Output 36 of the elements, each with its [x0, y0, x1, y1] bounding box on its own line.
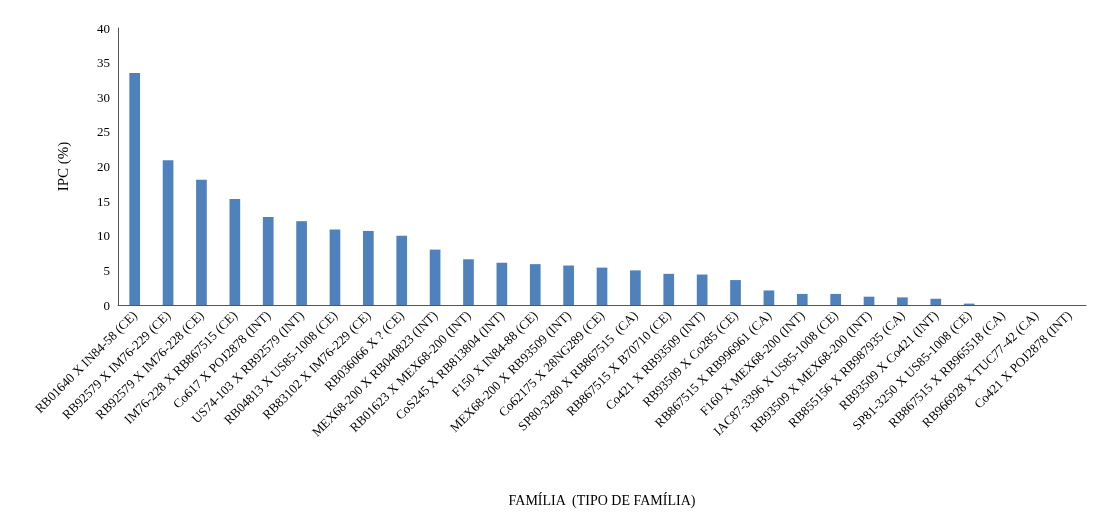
bar — [129, 73, 141, 305]
bar — [663, 273, 675, 305]
y-tick-label: 25 — [97, 124, 110, 140]
y-tick-label: 35 — [97, 55, 110, 71]
bar — [763, 290, 775, 305]
y-tick-label: 15 — [97, 193, 110, 209]
bar — [496, 262, 508, 305]
bar — [630, 270, 641, 305]
bar — [396, 235, 408, 305]
y-axis-title: IPC (%) — [54, 141, 72, 192]
y-tick-label: 10 — [97, 228, 110, 244]
bar — [563, 265, 574, 305]
bar — [930, 298, 942, 305]
bar — [463, 259, 474, 305]
bar — [296, 221, 307, 305]
bar — [897, 297, 908, 305]
y-tick-label: 20 — [97, 159, 110, 174]
bar — [863, 296, 875, 305]
bar — [830, 293, 841, 305]
bar — [196, 179, 207, 305]
bar — [696, 274, 708, 305]
bar — [363, 230, 374, 305]
y-tick-label: 40 — [97, 20, 110, 36]
bar — [596, 267, 608, 305]
bar — [229, 199, 241, 305]
bar — [429, 249, 441, 305]
y-tick-label: 30 — [97, 89, 110, 105]
bar — [796, 293, 808, 305]
y-tick-label: 0 — [103, 297, 110, 313]
bar — [329, 229, 341, 305]
bar — [529, 264, 541, 305]
bar — [262, 217, 274, 305]
bar — [730, 280, 741, 305]
bar — [162, 160, 174, 305]
y-tick-label: 5 — [103, 262, 110, 278]
x-axis-title: FAMÍLIA (TIPO DE FAMÍLIA) — [508, 491, 696, 509]
